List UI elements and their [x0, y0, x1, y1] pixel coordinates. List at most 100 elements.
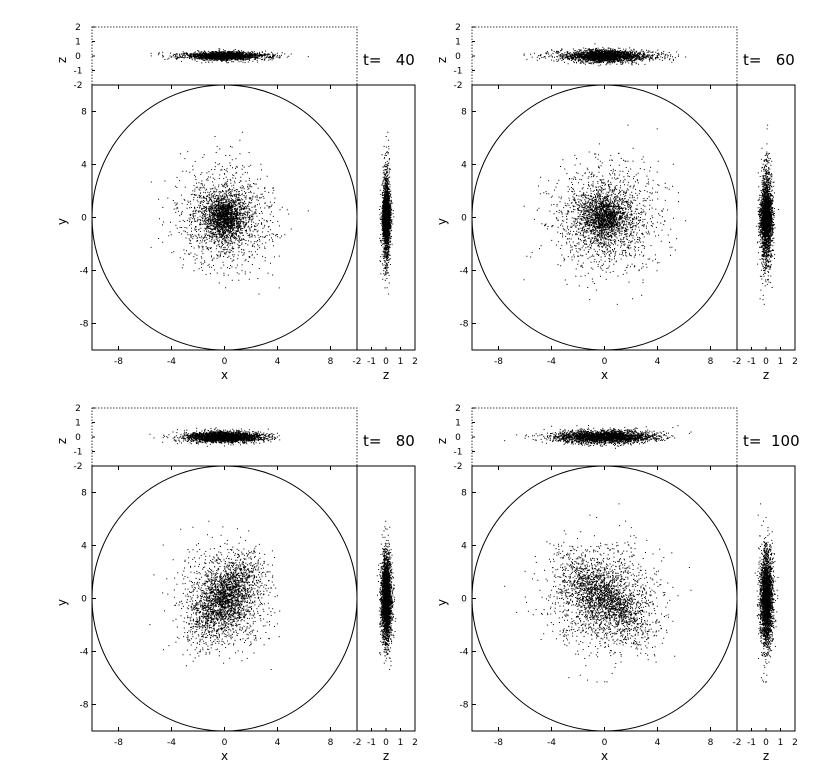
x-tick-label: 0	[602, 738, 608, 748]
zy-x-tick-label: -1	[747, 738, 756, 748]
xz-y-tick-label: 1	[455, 419, 461, 429]
zy-x-tick-label: -2	[353, 738, 362, 748]
y-tick-label: -8	[80, 701, 89, 711]
y-tick-label: 4	[81, 161, 87, 171]
x-tick-label: -8	[114, 738, 123, 748]
y-tick-label: 0	[81, 214, 87, 224]
xz-particles	[504, 425, 692, 449]
x-tick-label: 8	[708, 357, 714, 367]
xz-y-tick-label: -1	[74, 448, 83, 458]
zy-x-tick-label: 2	[412, 738, 418, 748]
y-tick-label: -4	[460, 267, 469, 277]
zy-x-tick-label: 2	[792, 357, 798, 367]
time-label: t= 100	[743, 432, 800, 450]
zy-x-tick-label: 1	[398, 357, 404, 367]
x-tick-label: 0	[222, 738, 228, 748]
xz-y-tick-label: 0	[455, 433, 461, 443]
xz-y-axis-label: z	[55, 57, 69, 63]
zy-x-tick-label: -2	[353, 357, 362, 367]
y-tick-label: 4	[461, 161, 467, 171]
y-axis-label: y	[55, 599, 69, 606]
xz-panel-frame	[91, 26, 358, 86]
y-tick-label: -4	[80, 648, 89, 658]
time-label: t= 40	[363, 51, 415, 69]
zy-x-tick-label: -1	[367, 738, 376, 748]
y-axis-label: y	[435, 218, 449, 225]
x-tick-label: 8	[708, 738, 714, 748]
zy-x-axis-label: z	[383, 749, 389, 763]
zy-x-tick-label: 0	[383, 738, 389, 748]
xz-y-tick-label: 2	[455, 404, 461, 414]
time-label: t= 60	[743, 51, 795, 69]
zy-x-axis-label: z	[383, 368, 389, 382]
zy-particles	[756, 124, 780, 305]
x-tick-label: 8	[328, 357, 334, 367]
zy-x-tick-label: -1	[367, 357, 376, 367]
xy-particles	[523, 124, 687, 305]
y-tick-label: -4	[460, 648, 469, 658]
xy-particles	[504, 503, 692, 683]
xz-y-tick-label: -2	[74, 462, 83, 472]
xz-y-tick-label: -1	[454, 448, 463, 458]
zy-x-tick-label: 1	[398, 738, 404, 748]
xz-y-tick-label: -1	[74, 67, 83, 77]
y-tick-label: 8	[461, 108, 467, 118]
x-tick-label: 4	[275, 738, 281, 748]
xz-y-tick-label: 1	[75, 38, 81, 48]
zy-particles	[379, 131, 395, 295]
zy-x-tick-label: 1	[778, 357, 784, 367]
xz-y-axis-label: z	[435, 438, 449, 444]
xy-particles	[149, 520, 281, 670]
x-axis-label: x	[221, 368, 228, 382]
xz-y-tick-label: 1	[75, 419, 81, 429]
y-tick-label: -8	[460, 701, 469, 711]
y-tick-label: 8	[81, 108, 87, 118]
xz-y-tick-label: 0	[75, 433, 81, 443]
y-tick-label: 8	[81, 489, 87, 499]
xz-y-tick-label: -2	[74, 81, 83, 91]
y-tick-label: 0	[461, 214, 467, 224]
x-axis-label: x	[221, 749, 228, 763]
zy-x-tick-label: 2	[412, 357, 418, 367]
xz-y-tick-label: -2	[454, 81, 463, 91]
y-tick-label: 8	[461, 489, 467, 499]
xz-y-tick-label: 1	[455, 38, 461, 48]
x-tick-label: -4	[547, 738, 556, 748]
zy-x-tick-label: 0	[763, 738, 769, 748]
y-tick-label: 0	[81, 595, 87, 605]
xz-y-tick-label: 2	[455, 23, 461, 33]
x-axis-label: x	[601, 749, 608, 763]
x-axis-label: x	[601, 368, 608, 382]
zy-x-tick-label: 0	[383, 357, 389, 367]
xy-particles	[150, 131, 309, 295]
xz-y-tick-label: 0	[455, 52, 461, 62]
x-tick-label: 0	[602, 357, 608, 367]
xz-y-tick-label: -1	[454, 67, 463, 77]
zy-particles	[754, 503, 779, 683]
x-tick-label: -8	[494, 738, 503, 748]
y-tick-label: -8	[460, 320, 469, 330]
zy-x-axis-label: z	[763, 749, 769, 763]
x-tick-label: 4	[275, 357, 281, 367]
zy-x-tick-label: 0	[763, 357, 769, 367]
zy-x-tick-label: -1	[747, 357, 756, 367]
xz-particles	[149, 427, 281, 447]
y-axis-label: y	[435, 599, 449, 606]
zy-x-tick-label: -2	[733, 357, 742, 367]
y-axis-label: y	[55, 218, 69, 225]
xz-y-axis-label: z	[435, 57, 449, 63]
y-tick-label: 4	[461, 542, 467, 552]
xz-y-axis-label: z	[55, 438, 69, 444]
y-tick-label: -8	[80, 320, 89, 330]
xz-y-tick-label: 2	[75, 404, 81, 414]
x-tick-label: -4	[547, 357, 556, 367]
y-tick-label: 0	[461, 595, 467, 605]
xz-panel-frame	[471, 26, 738, 86]
xz-y-tick-label: 0	[75, 52, 81, 62]
zy-particles	[376, 520, 397, 670]
